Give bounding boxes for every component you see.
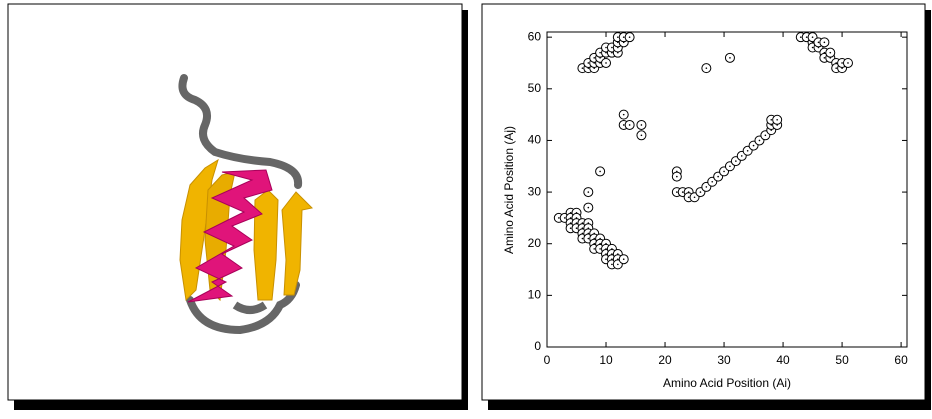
point-center [629,124,631,126]
point-center [694,196,696,198]
point-center [753,145,755,147]
point-center [593,248,595,250]
point-center [759,140,761,142]
point-center [835,67,837,69]
point-center [599,52,601,54]
point-center [770,119,772,121]
y-tick-label: 60 [528,29,542,43]
point-center [682,191,684,193]
x-tick-label: 50 [835,353,849,367]
point-center [800,36,802,38]
point-center [765,134,767,136]
point-center [700,191,702,193]
x-tick-label: 30 [717,353,731,367]
y-tick-label: 10 [528,288,542,302]
point-center [676,176,678,178]
y-tick-label: 50 [528,81,542,95]
point-center [599,248,601,250]
point-center [611,264,613,266]
point-center [611,47,613,49]
point-center [605,47,607,49]
point-center [629,36,631,38]
x-tick-label: 60 [894,353,908,367]
point-center [588,238,590,240]
y-tick-label: 0 [534,339,541,353]
point-center [623,114,625,116]
point-center [688,196,690,198]
point-center [641,124,643,126]
point-center [623,36,625,38]
x-tick-label: 10 [599,353,613,367]
point-center [847,62,849,64]
point-center [706,67,708,69]
point-center [623,124,625,126]
point-center [576,227,578,229]
point-center [676,191,678,193]
point-center [824,42,826,44]
x-axis-label: Amino Acid Position (Ai) [663,376,791,390]
x-tick-label: 0 [544,353,551,367]
point-center [582,238,584,240]
point-center [617,264,619,266]
point-center [717,176,719,178]
point-center [588,207,590,209]
point-center [605,62,607,64]
point-center [558,217,560,219]
point-center [617,36,619,38]
point-center [812,36,814,38]
point-center [711,181,713,183]
point-center [588,62,590,64]
x-tick-label: 20 [658,353,672,367]
point-center [818,42,820,44]
y-tick-label: 30 [528,184,542,198]
point-center [735,160,737,162]
y-tick-label: 20 [528,236,542,250]
point-center [599,171,601,173]
point-center [623,258,625,260]
point-center [729,57,731,59]
point-center [641,134,643,136]
point-center [564,217,566,219]
point-center [841,62,843,64]
point-center [741,155,743,157]
point-center [806,36,808,38]
point-center [723,171,725,173]
point-center [570,227,572,229]
point-center [824,57,826,59]
chart-panel [482,4,925,400]
x-tick-label: 40 [776,353,790,367]
point-center [812,47,814,49]
y-axis-label: Amino Acid Position (Aj) [502,126,516,254]
y-tick-label: 40 [528,133,542,147]
point-center [776,119,778,121]
point-center [729,165,731,167]
point-center [593,57,595,59]
point-center [582,67,584,69]
page: 0 10 20 30 40 50 60 0 10 20 30 40 50 60 Amino Acid Po… [0,0,932,414]
point-center [706,186,708,188]
point-center [747,150,749,152]
point-center [588,191,590,193]
point-center [605,258,607,260]
point-center [829,52,831,54]
